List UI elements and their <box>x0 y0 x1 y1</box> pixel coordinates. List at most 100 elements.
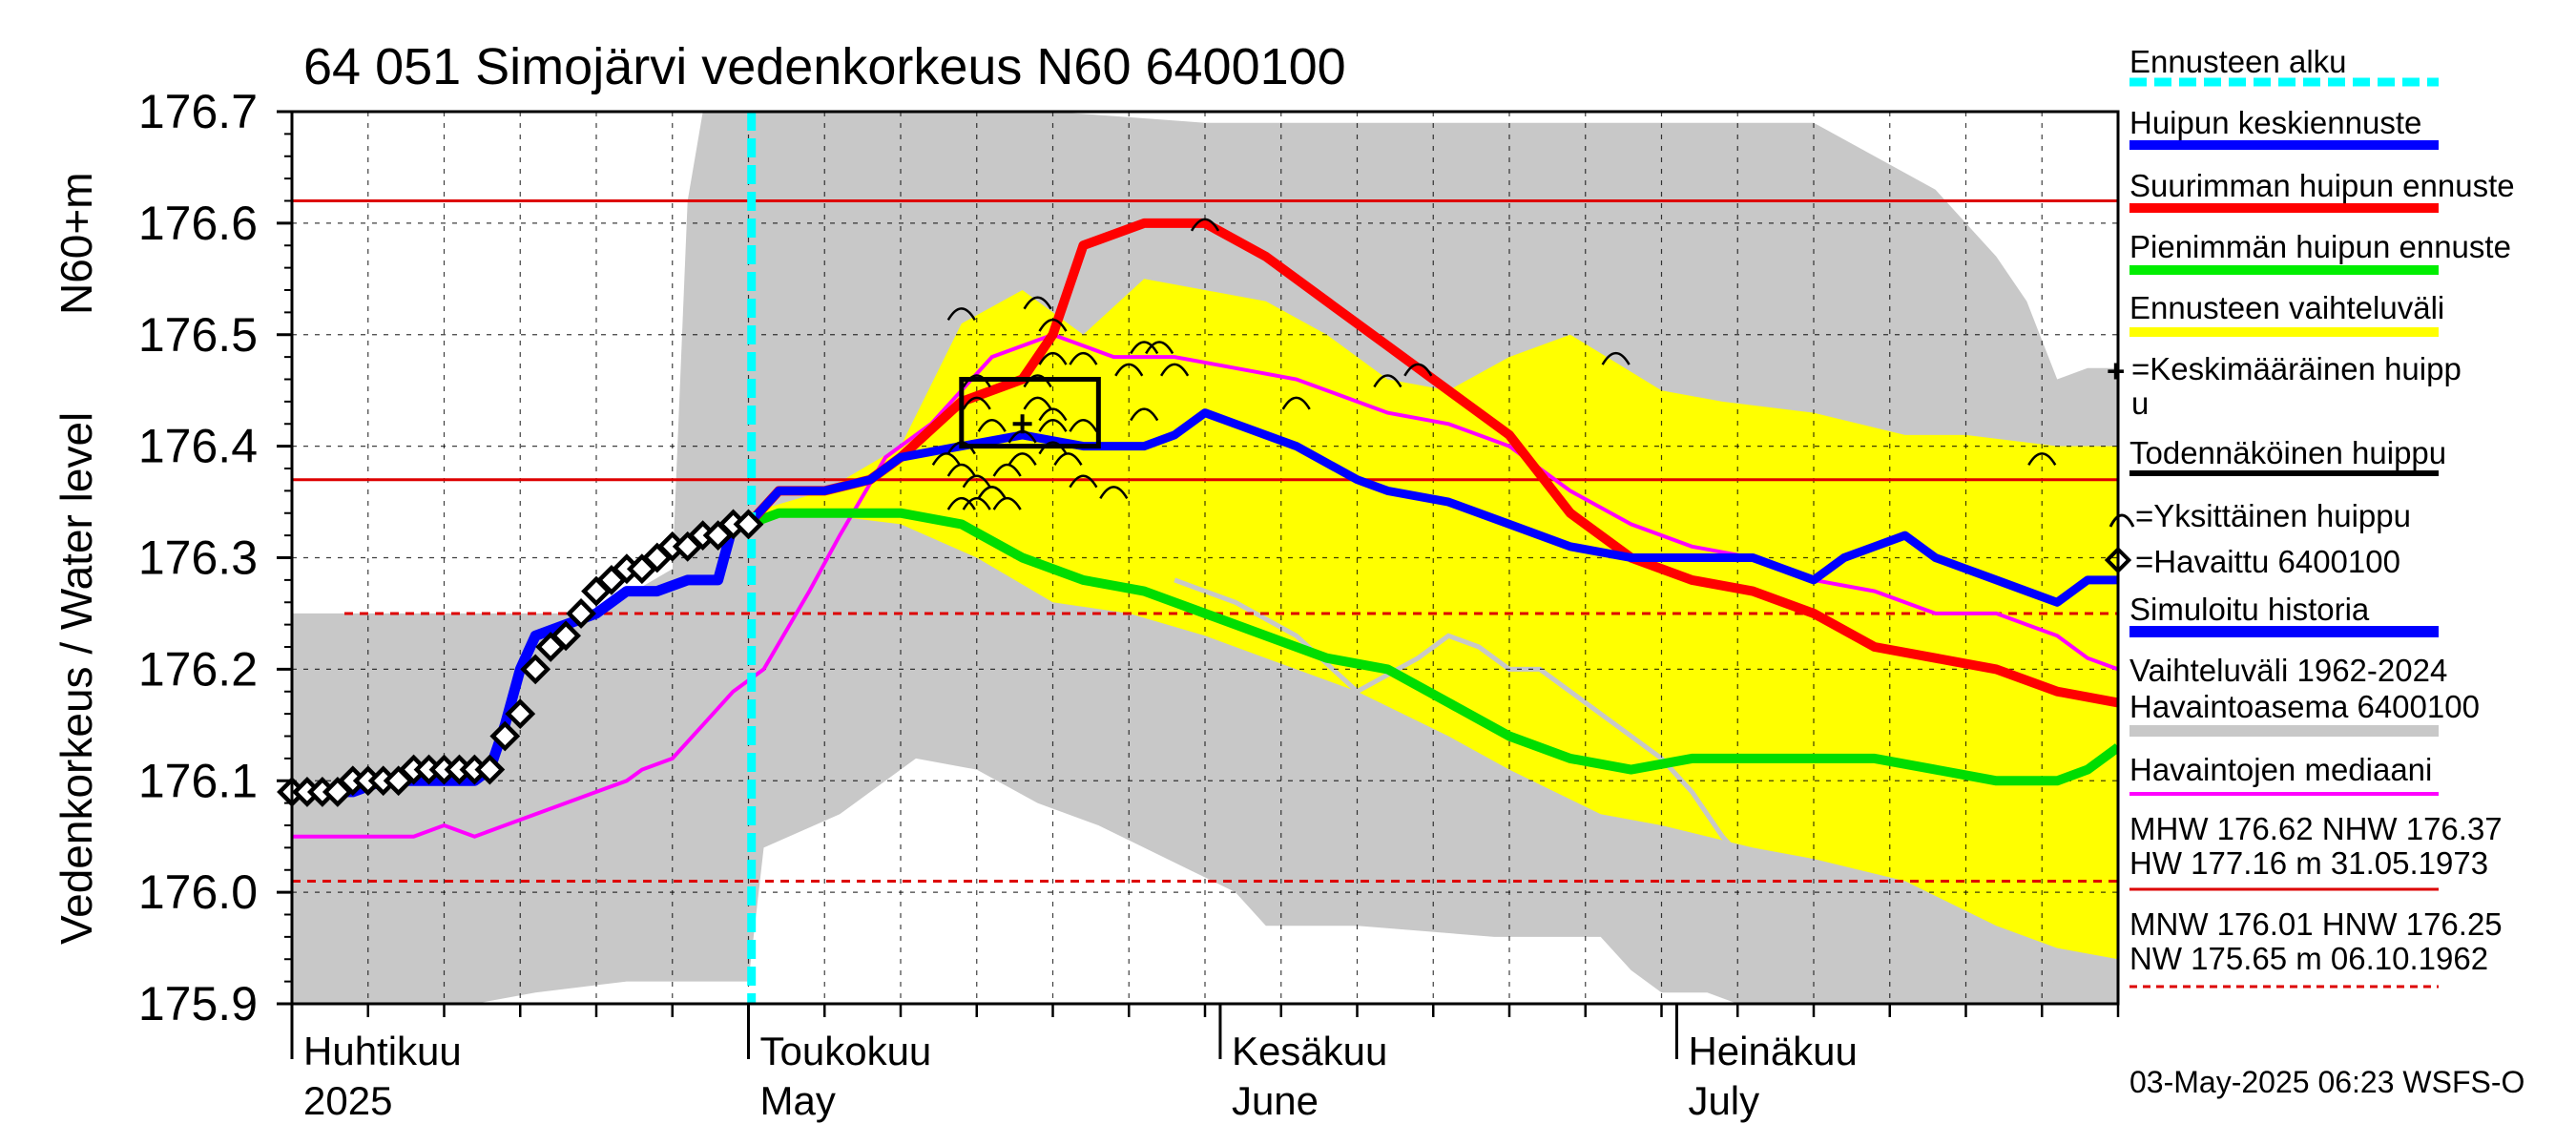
y-tick-label: 176.2 <box>138 642 258 696</box>
legend-max-peak-label: Suurimman huipun ennuste <box>2129 168 2515 203</box>
legend-hw-line-1: MHW 176.62 NHW 176.37 <box>2129 811 2503 846</box>
observed-point <box>306 777 338 807</box>
min-peak-forecast-line <box>746 508 2118 786</box>
individual-peak-mark <box>1038 318 1068 332</box>
observed-point <box>551 620 582 652</box>
legend-average-peak-label-2: u <box>2131 385 2149 421</box>
x-month-label-fi: Heinäkuu <box>1688 1029 1857 1073</box>
y-axis-label: Vedenkorkeus / Water level <box>52 412 101 945</box>
individual-peak-mark <box>1069 419 1098 432</box>
observed-point <box>337 765 368 797</box>
legend-history-range-label-1: Vaihteluväli 1962-2024 <box>2129 653 2447 688</box>
legend-forecast-range-label: Ennusteen vaihteluväli <box>2129 290 2444 325</box>
average-peak-icon: + <box>2107 353 2125 388</box>
individual-peak-mark <box>1099 486 1129 500</box>
observed-point <box>656 531 688 562</box>
legend-mean-peak-label: Huipun keskiennuste <box>2129 105 2421 140</box>
individual-peak-mark <box>2027 452 2057 466</box>
observed-point <box>566 598 596 629</box>
observed-diamond-icon <box>2104 546 2132 574</box>
individual-peak-mark <box>992 463 1022 477</box>
individual-peak-mark <box>1145 341 1174 355</box>
observed-point <box>352 765 384 797</box>
individual-peak-mark <box>1114 363 1144 377</box>
legend: Ennusteen alku Huipun keskiennuste Suuri… <box>2104 44 2515 989</box>
individual-peak-mark <box>977 486 1007 500</box>
y-tick-label: 176.3 <box>138 531 258 585</box>
individual-peak-mark <box>1403 363 1433 377</box>
observed-point <box>733 509 764 540</box>
y-tick-label: 176.5 <box>138 308 258 362</box>
observed-point <box>505 698 536 730</box>
observed-point <box>428 754 460 785</box>
observed-point <box>520 654 551 685</box>
individual-peak-mark <box>1373 374 1402 388</box>
median-line <box>292 332 2118 839</box>
individual-peak-mark <box>1281 396 1311 410</box>
y-axis-unit: N60+m <box>52 172 101 315</box>
legend-history-range-label-2: Havaintoasema 6400100 <box>2129 689 2480 724</box>
x-month-label-en: May <box>760 1078 836 1123</box>
observed-point <box>444 754 475 785</box>
individual-peak-mark <box>1069 474 1098 489</box>
individual-peak-mark <box>1038 441 1068 455</box>
legend-hw-line-2: HW 177.16 m 31.05.1973 <box>2129 845 2488 881</box>
y-tick-label: 176.4 <box>138 420 258 473</box>
individual-peak-mark <box>946 307 976 322</box>
x-month-label-fi: Toukokuu <box>760 1029 932 1073</box>
max-peak-forecast-line <box>744 218 2118 708</box>
observed-point <box>489 720 521 752</box>
individual-peak-mark <box>1038 351 1068 365</box>
observed-point <box>717 509 749 540</box>
individual-peak-mark <box>946 496 976 510</box>
individual-peak-mark <box>1160 363 1190 377</box>
x-month-label-fi: Huhtikuu <box>303 1029 462 1073</box>
mean-peak-forecast-line <box>745 408 2118 607</box>
legend-nw-line-1: MNW 176.01 HNW 176.25 <box>2129 906 2503 942</box>
x-month-label-en: 2025 <box>303 1078 392 1123</box>
observed-point <box>413 754 445 785</box>
footer-timestamp: 03-May-2025 06:23 WSFS-O <box>2129 1065 2524 1099</box>
individual-peak-mark <box>1130 341 1159 355</box>
x-month-label-fi: Kesäkuu <box>1232 1029 1387 1073</box>
individual-peak-mark <box>1130 407 1159 422</box>
legend-observed-label: =Havaittu 6400100 <box>2135 544 2400 579</box>
legend-forecast-start-label: Ennusteen alku <box>2129 44 2347 79</box>
individual-peak-mark <box>1038 419 1068 432</box>
series-lines <box>292 218 2118 839</box>
legend-individual-peak-label: =Yksittäinen huippu <box>2135 498 2411 533</box>
individual-peak-mark <box>1601 351 1631 365</box>
y-tick-label: 176.1 <box>138 754 258 807</box>
individual-peak-icon <box>2109 513 2135 528</box>
individual-peak-mark <box>1190 218 1220 232</box>
legend-average-peak-label-1: =Keskimääräinen huipp <box>2131 351 2462 386</box>
observed-point <box>474 754 506 785</box>
legend-simulated-label: Simuloitu historia <box>2129 592 2370 627</box>
individual-peak-mark <box>992 496 1022 510</box>
individual-peak-mark <box>1038 407 1068 422</box>
individual-peak-mark <box>946 463 976 477</box>
y-tick-label: 175.9 <box>138 977 258 1030</box>
observed-point <box>611 553 642 585</box>
individual-peak-mark <box>1053 452 1083 466</box>
axes: 176.7 176.6 176.5 176.4 176.3 176.2 176.1 176.0… <box>138 85 2120 1123</box>
individual-peak-mark <box>977 419 1007 432</box>
individual-peak-mark <box>962 496 991 510</box>
individual-peak-mark <box>962 474 991 489</box>
y-tick-label: 176.6 <box>138 197 258 250</box>
observed-point <box>367 765 399 797</box>
probable-peak-box <box>959 377 1101 449</box>
individual-peak-mark <box>1023 374 1052 388</box>
history-low-segment <box>1174 577 2059 984</box>
individual-peak-mark <box>931 452 961 466</box>
observed-point <box>687 520 718 552</box>
individual-peak-mark <box>1023 396 1052 410</box>
chart-title: 64 051 Simojärvi vedenkorkeus N60 640010… <box>303 38 1346 95</box>
average-peak-cross <box>1012 414 1032 434</box>
x-month-label-en: June <box>1232 1078 1319 1123</box>
observed-point <box>292 777 322 807</box>
y-tick-label: 176.0 <box>138 865 258 919</box>
y-tick-label: 176.7 <box>138 85 258 138</box>
individual-peak-mark <box>962 374 991 388</box>
